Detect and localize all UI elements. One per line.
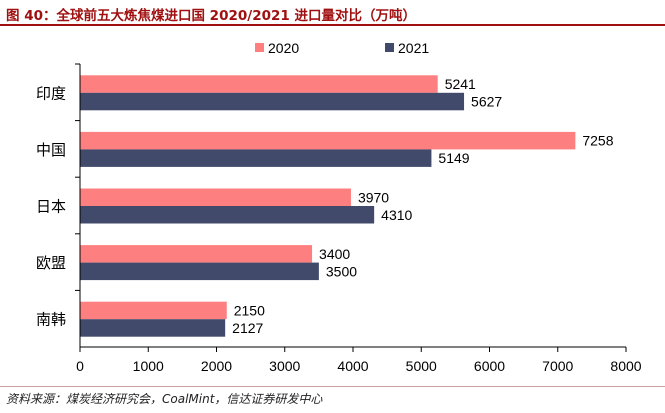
bar-2020-0 xyxy=(80,75,438,93)
x-tick-label: 2000 xyxy=(201,358,232,374)
x-tick-label: 8000 xyxy=(610,358,641,374)
x-tick-label: 5000 xyxy=(406,358,437,374)
title-bar: 图 40：全球前五大炼焦煤进口国 2020/2021 进口量对比（万吨） xyxy=(0,0,665,26)
bar-2021-3 xyxy=(80,262,319,281)
data-label-2020-2: 3970 xyxy=(358,189,389,205)
data-label-2021-4: 2127 xyxy=(232,320,263,336)
data-label-2020-4: 2150 xyxy=(234,302,265,318)
bar-2021-0 xyxy=(80,92,465,111)
x-tick-label: 4000 xyxy=(337,358,368,374)
bar-2021-2 xyxy=(80,206,375,224)
legend-swatch-2021 xyxy=(385,43,394,52)
x-tick-label: 3000 xyxy=(269,358,300,374)
data-label-2021-2: 4310 xyxy=(381,207,412,223)
bar-2020-2 xyxy=(80,188,351,206)
bar-2021-1 xyxy=(80,149,432,167)
data-label-2021-3: 3500 xyxy=(326,263,357,279)
legend-swatch-2020 xyxy=(255,43,264,52)
axes: 0 1000 2000 3000 4000 5000 6000 7000 8000 xyxy=(75,63,642,374)
bars xyxy=(80,75,576,337)
legend-label-2020: 2020 xyxy=(268,40,299,56)
chart-title: 图 40：全球前五大炼焦煤进口国 2020/2021 进口量对比（万吨） xyxy=(6,8,416,24)
source-note: 资料来源：煤炭经济研究会，CoalMint，信达证券研发中心 xyxy=(6,392,323,406)
x-tick-label: 0 xyxy=(76,358,84,374)
legend-label-2021: 2021 xyxy=(398,40,429,56)
bar-2020-4 xyxy=(80,301,227,320)
bar-chart: 2020 2021 5241 5627 7258 5149 3970 4310 3400350… xyxy=(36,40,642,374)
legend: 2020 2021 xyxy=(255,40,429,56)
data-label-2020-1: 7258 xyxy=(582,133,613,149)
category-label-1: 中国 xyxy=(36,142,66,159)
x-tick-label: 6000 xyxy=(474,358,505,374)
bar-2020-3 xyxy=(80,245,313,263)
x-tick-label: 7000 xyxy=(542,358,573,374)
data-label-2020-0: 5241 xyxy=(445,76,476,92)
data-label-2021-1: 5149 xyxy=(438,150,469,166)
category-label-4: 南韩 xyxy=(36,312,66,329)
source-bar: 资料来源：煤炭经济研究会，CoalMint，信达证券研发中心 xyxy=(0,386,665,413)
category-label-3: 欧盟 xyxy=(36,255,66,272)
x-tick-label: 1000 xyxy=(133,358,164,374)
data-label-2020-3: 3400 xyxy=(319,246,350,262)
data-label-2021-0: 5627 xyxy=(471,94,502,110)
bar-2020-1 xyxy=(80,131,576,150)
bar-2021-4 xyxy=(80,319,226,337)
category-label-2: 日本 xyxy=(36,199,66,216)
category-label-0: 印度 xyxy=(36,85,66,102)
